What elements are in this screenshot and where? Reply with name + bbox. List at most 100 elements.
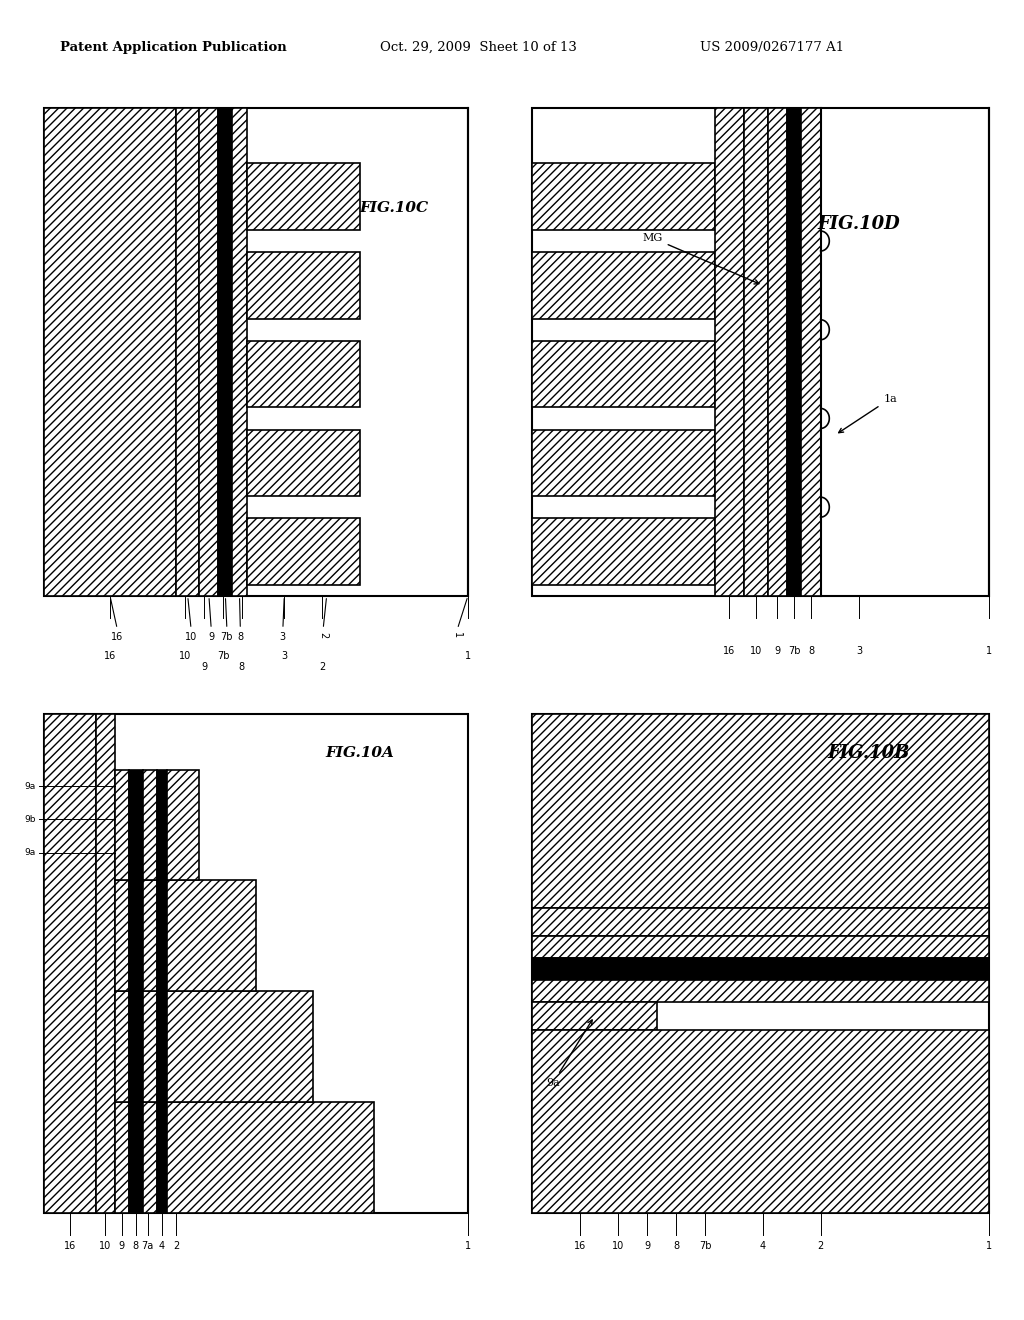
- Text: FIG.10C: FIG.10C: [359, 201, 429, 215]
- Text: 1a: 1a: [839, 393, 897, 433]
- Text: 9: 9: [201, 663, 207, 672]
- Bar: [531, 108, 989, 595]
- Bar: [531, 908, 989, 936]
- Bar: [115, 1102, 129, 1213]
- Text: Patent Application Publication: Patent Application Publication: [60, 41, 287, 54]
- Bar: [247, 341, 359, 408]
- Bar: [531, 341, 715, 408]
- Text: 9a: 9a: [25, 849, 36, 857]
- Bar: [531, 429, 715, 496]
- Bar: [129, 1102, 143, 1213]
- Bar: [247, 429, 359, 496]
- Text: 10: 10: [99, 1241, 112, 1251]
- Text: 1: 1: [986, 645, 992, 656]
- Bar: [715, 108, 743, 595]
- Text: 4: 4: [760, 1241, 766, 1251]
- Text: 9b: 9b: [25, 814, 36, 824]
- Text: US 2009/0267177 A1: US 2009/0267177 A1: [700, 41, 844, 54]
- Bar: [531, 519, 715, 585]
- Bar: [143, 1102, 157, 1213]
- Bar: [129, 991, 143, 1102]
- Text: 2: 2: [817, 1241, 823, 1251]
- Bar: [157, 991, 167, 1102]
- Text: MG: MG: [643, 234, 759, 284]
- Bar: [743, 108, 768, 595]
- Text: 10: 10: [185, 632, 198, 642]
- Text: 16: 16: [63, 1241, 76, 1251]
- Text: 9a: 9a: [25, 781, 36, 791]
- Text: 10: 10: [179, 651, 191, 661]
- Text: 9a: 9a: [547, 1020, 592, 1088]
- Text: 10: 10: [750, 645, 762, 656]
- Bar: [157, 770, 167, 880]
- Bar: [44, 714, 96, 1213]
- Bar: [115, 770, 129, 880]
- Bar: [531, 714, 989, 908]
- Text: 1: 1: [986, 1241, 992, 1251]
- Text: 16: 16: [112, 632, 124, 642]
- Bar: [531, 936, 989, 958]
- Text: 7b: 7b: [787, 645, 801, 656]
- Text: 16: 16: [573, 1241, 586, 1251]
- Bar: [167, 770, 200, 880]
- Bar: [802, 108, 820, 595]
- Bar: [531, 1030, 989, 1213]
- Text: 8: 8: [133, 1241, 139, 1251]
- Bar: [531, 252, 715, 318]
- Bar: [531, 1002, 657, 1030]
- Text: FIG.10B: FIG.10B: [827, 744, 910, 762]
- Text: 7b: 7b: [217, 651, 229, 661]
- Bar: [232, 108, 247, 595]
- Bar: [96, 714, 115, 1213]
- Text: FIG.10D: FIG.10D: [818, 215, 900, 234]
- Text: 1: 1: [453, 632, 463, 638]
- Bar: [143, 880, 157, 991]
- Bar: [44, 108, 468, 595]
- Text: 9: 9: [644, 1241, 650, 1251]
- Bar: [786, 108, 802, 595]
- Bar: [143, 770, 157, 880]
- Text: 3: 3: [280, 632, 286, 642]
- Text: 9: 9: [208, 632, 214, 642]
- Bar: [531, 164, 715, 230]
- Bar: [167, 991, 312, 1102]
- Text: 4: 4: [159, 1241, 165, 1251]
- Text: 7a: 7a: [141, 1241, 154, 1251]
- Text: 2: 2: [173, 1241, 179, 1251]
- Bar: [176, 108, 200, 595]
- Text: 8: 8: [673, 1241, 679, 1251]
- Text: 8: 8: [239, 663, 245, 672]
- Text: 10: 10: [612, 1241, 625, 1251]
- Text: 1: 1: [465, 1241, 471, 1251]
- Text: 7b: 7b: [698, 1241, 712, 1251]
- Text: 2: 2: [318, 632, 328, 638]
- Bar: [200, 108, 218, 595]
- Text: 9: 9: [774, 645, 780, 656]
- Bar: [129, 770, 143, 880]
- Text: 8: 8: [808, 645, 814, 656]
- Bar: [768, 108, 787, 595]
- Bar: [167, 880, 256, 991]
- Bar: [157, 1102, 167, 1213]
- Bar: [167, 1102, 374, 1213]
- Text: 16: 16: [723, 645, 735, 656]
- Text: FIG.10A: FIG.10A: [326, 746, 394, 760]
- Bar: [44, 108, 176, 595]
- Bar: [247, 252, 359, 318]
- Bar: [115, 991, 129, 1102]
- Bar: [531, 958, 989, 981]
- Text: 9: 9: [119, 1241, 125, 1251]
- Text: 3: 3: [282, 651, 288, 661]
- Bar: [115, 880, 129, 991]
- Text: 1: 1: [465, 651, 471, 661]
- Text: 8: 8: [238, 632, 244, 642]
- Text: 16: 16: [103, 651, 116, 661]
- Bar: [531, 981, 989, 1002]
- Bar: [143, 991, 157, 1102]
- Text: 3: 3: [856, 645, 862, 656]
- Text: 2: 2: [318, 663, 325, 672]
- Bar: [247, 164, 359, 230]
- Text: 7b: 7b: [220, 632, 233, 642]
- Bar: [247, 519, 359, 585]
- Bar: [157, 880, 167, 991]
